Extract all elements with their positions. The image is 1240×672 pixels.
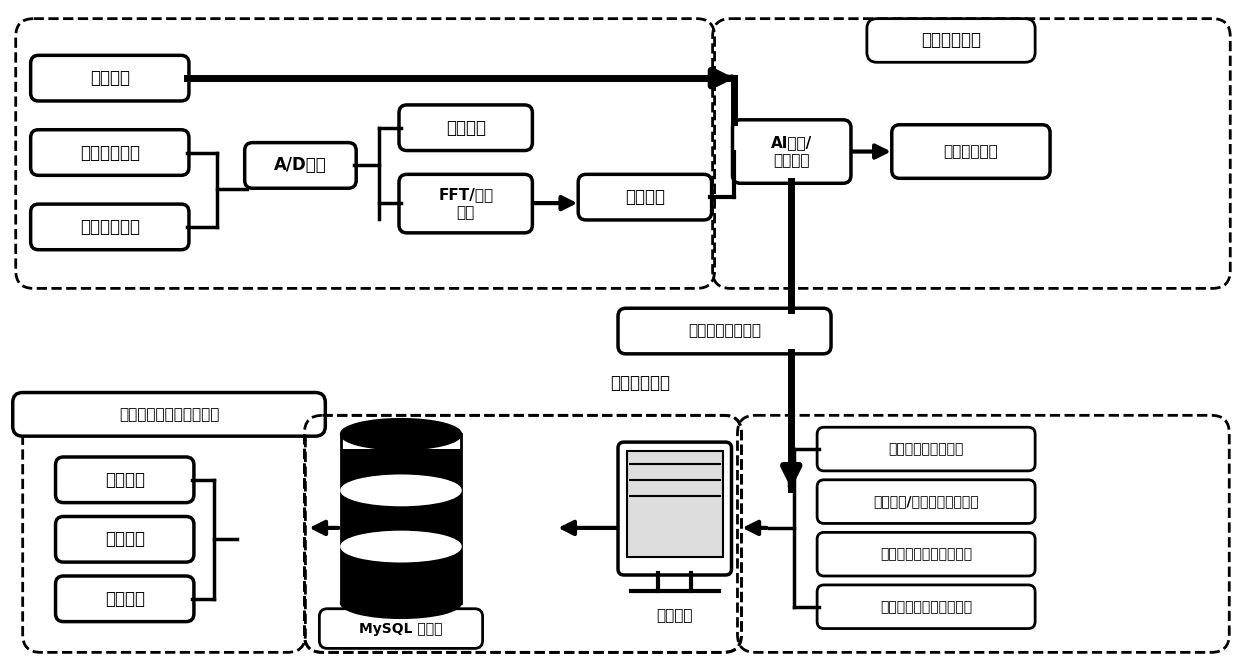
Text: 轴承座支撑系统动态模型: 轴承座支撑系统动态模型 (880, 547, 972, 561)
Bar (341, 449, 461, 603)
FancyBboxPatch shape (817, 480, 1035, 523)
FancyBboxPatch shape (320, 609, 482, 648)
Text: 转子动力学仿真模型: 转子动力学仿真模型 (888, 442, 963, 456)
FancyBboxPatch shape (56, 517, 193, 562)
Text: FFT/小波
变换: FFT/小波 变换 (438, 187, 494, 220)
Text: 仿真计算: 仿真计算 (656, 607, 693, 623)
FancyBboxPatch shape (817, 585, 1035, 628)
FancyBboxPatch shape (578, 174, 712, 220)
Ellipse shape (341, 588, 461, 618)
FancyBboxPatch shape (618, 308, 831, 354)
FancyBboxPatch shape (399, 174, 532, 233)
Ellipse shape (341, 532, 461, 561)
FancyBboxPatch shape (31, 55, 188, 101)
FancyBboxPatch shape (31, 130, 188, 175)
FancyBboxPatch shape (892, 125, 1050, 178)
Text: 键相脉冲信号: 键相脉冲信号 (79, 218, 140, 236)
FancyBboxPatch shape (867, 19, 1035, 62)
Text: 健康监测: 健康监测 (104, 471, 145, 489)
FancyBboxPatch shape (618, 442, 732, 575)
FancyBboxPatch shape (817, 427, 1035, 471)
FancyBboxPatch shape (56, 576, 193, 622)
FancyBboxPatch shape (733, 120, 851, 183)
Text: MySQL 数据库: MySQL 数据库 (360, 622, 443, 636)
Text: 健康监测与故障诊断模块: 健康监测与故障诊断模块 (119, 407, 219, 422)
Text: AI算法/
故障规则: AI算法/ 故障规则 (771, 135, 812, 169)
Text: 故障分析: 故障分析 (104, 590, 145, 607)
Text: 密封系统动力学仿真模型: 密封系统动力学仿真模型 (880, 599, 972, 614)
FancyBboxPatch shape (244, 142, 356, 188)
Ellipse shape (341, 419, 461, 449)
Text: 热力数据: 热力数据 (89, 69, 130, 87)
Text: 仿真计算模块: 仿真计算模块 (610, 374, 670, 392)
Text: 轴承线性/非线性动力学模型: 轴承线性/非线性动力学模型 (873, 495, 978, 509)
Text: 振动模拟信号: 振动模拟信号 (79, 144, 140, 161)
FancyBboxPatch shape (627, 451, 723, 557)
FancyBboxPatch shape (399, 105, 532, 151)
FancyBboxPatch shape (31, 204, 188, 250)
Text: 特征数值作为输入: 特征数值作为输入 (688, 323, 761, 339)
Text: 时域分析: 时域分析 (445, 119, 486, 136)
Text: 状态预警: 状态预警 (104, 530, 145, 548)
Text: A/D转换: A/D转换 (274, 157, 327, 175)
Text: 频域分析: 频域分析 (625, 188, 665, 206)
FancyBboxPatch shape (817, 532, 1035, 576)
Ellipse shape (341, 476, 461, 505)
FancyBboxPatch shape (12, 392, 325, 436)
FancyBboxPatch shape (56, 457, 193, 503)
Text: 数据获取模块: 数据获取模块 (921, 32, 981, 50)
Text: 典型故障诊断: 典型故障诊断 (944, 144, 998, 159)
